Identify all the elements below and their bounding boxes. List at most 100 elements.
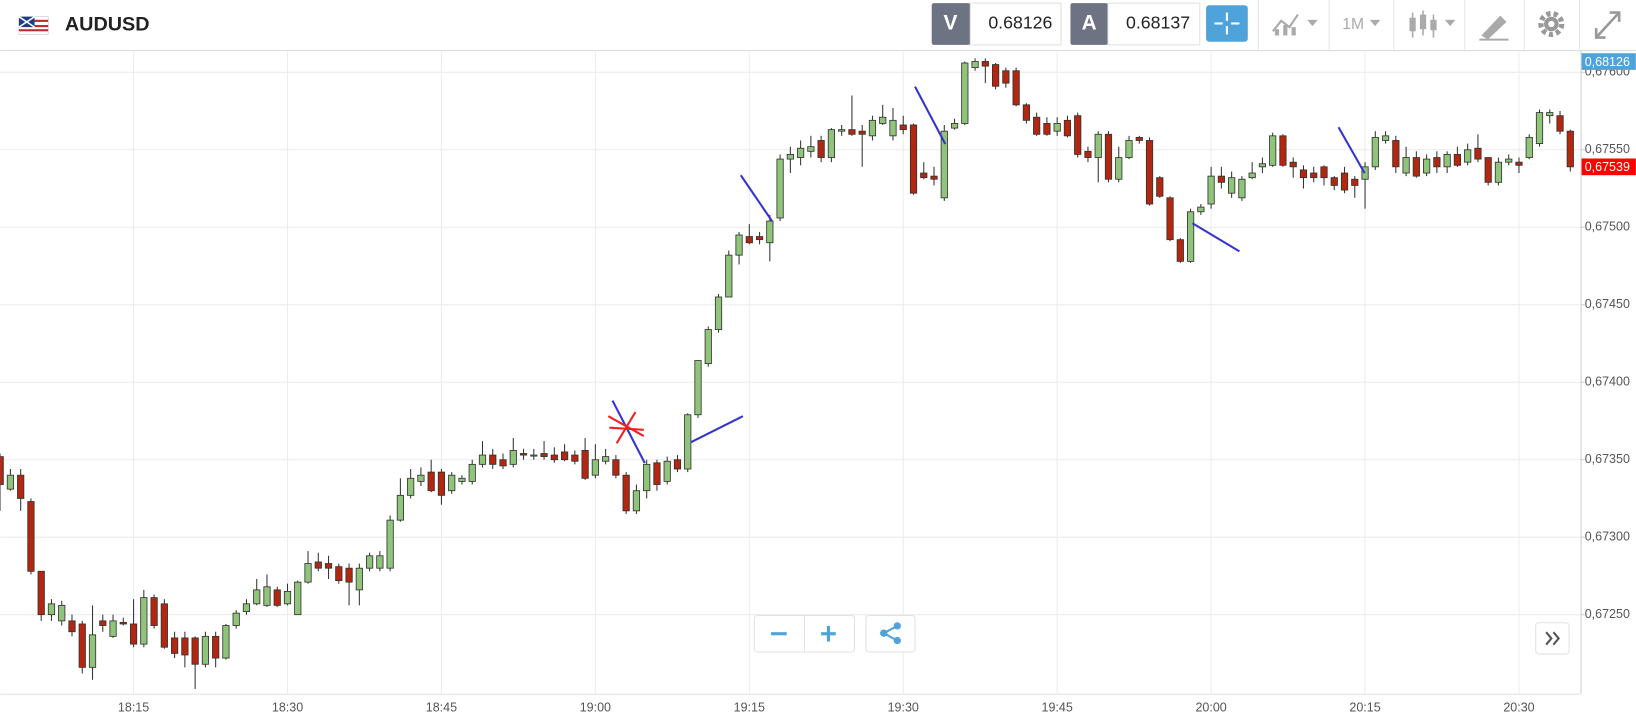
candle-body: [797, 147, 805, 158]
candle-body: [591, 459, 599, 476]
y-tick-label: 0,67400: [1585, 375, 1630, 389]
scroll-latest-button[interactable]: [1535, 622, 1570, 655]
candle-body: [930, 175, 938, 180]
header: [0, 0, 1636, 51]
settings-button[interactable]: [1538, 10, 1565, 38]
axes: 0,67250 0,67300 0,67350 0,67400 0,67450 0,675…: [118, 53, 1636, 715]
candle-body: [263, 586, 271, 606]
candle-body: [283, 591, 292, 605]
zoom-in[interactable]: [821, 625, 836, 642]
flag-icon: [18, 16, 49, 35]
annotations: [611, 86, 1366, 464]
candle-body: [663, 460, 671, 482]
indicators-button[interactable]: [1272, 14, 1318, 36]
sell-price-box[interactable]: [969, 2, 1062, 46]
candle-body: [304, 563, 312, 583]
candle-body: [99, 620, 107, 626]
candle-body: [17, 474, 25, 499]
candle-body: [417, 474, 425, 482]
candle-body: [1330, 177, 1338, 186]
buy-price[interactable]: 0.68137: [1126, 13, 1190, 33]
candle-body: [129, 623, 138, 645]
candle-body: [622, 474, 630, 512]
candle-body: [848, 129, 856, 135]
candle-body: [981, 61, 989, 67]
candle-body: [58, 604, 66, 622]
candle-body: [1371, 136, 1379, 168]
candle-body: [519, 453, 528, 456]
x-tick-label: 20:30: [1503, 701, 1534, 715]
x-tick-label: 19:00: [580, 701, 611, 715]
chart-type-button[interactable]: [1409, 10, 1456, 38]
candle-body: [581, 449, 589, 479]
buy-label[interactable]: A: [1082, 12, 1097, 35]
candle-body: [838, 129, 846, 132]
candle-body: [950, 123, 959, 129]
candle-body: [171, 637, 179, 654]
price-badge: [1581, 158, 1636, 176]
candle-body: [653, 462, 661, 485]
buy-price-box[interactable]: [1107, 2, 1201, 46]
candle-body: [889, 119, 897, 137]
candle-body: [109, 620, 117, 637]
candle-body: [1094, 133, 1102, 158]
sell-label[interactable]: V: [944, 12, 958, 35]
zoom-controls: [753, 614, 916, 653]
candle-body: [1310, 172, 1318, 179]
candle-body: [253, 589, 261, 605]
candle-body: [879, 116, 887, 124]
candle-body: [571, 454, 579, 462]
grid: [0, 52, 1581, 694]
candle-body: [550, 454, 558, 461]
y-tick-label: 0,67250: [1585, 607, 1630, 621]
draw-tool-button[interactable]: [1479, 15, 1509, 41]
candle-body: [1084, 150, 1092, 158]
timeframe[interactable]: 1M: [1342, 16, 1364, 33]
candle-body: [1299, 169, 1308, 179]
x-tick-label: 19:45: [1042, 701, 1073, 715]
candle-body: [1392, 140, 1400, 168]
fullscreen-button[interactable]: [1594, 11, 1621, 39]
candle-body: [212, 635, 220, 659]
candle-body: [232, 612, 240, 626]
crosshair-button[interactable]: [1206, 5, 1248, 42]
candle-body: [1279, 135, 1287, 166]
candle-body: [684, 414, 692, 470]
candle-body: [0, 456, 4, 485]
candle-body: [632, 490, 641, 512]
candle-body: [540, 453, 548, 458]
candle-body: [971, 61, 979, 69]
candle-body: [1423, 158, 1431, 174]
candle-body: [961, 62, 969, 124]
candle-body: [909, 124, 918, 194]
candle-body: [437, 471, 446, 496]
candle-body: [1464, 149, 1472, 163]
plot-area: [0, 58, 1574, 690]
x-tick-label: 18:45: [426, 701, 457, 715]
candle-body: [1484, 157, 1492, 183]
candle-body: [140, 597, 148, 645]
candle-body: [273, 589, 281, 606]
candle-body: [1166, 197, 1174, 241]
candle-body: [68, 620, 76, 633]
candle-body: [478, 454, 487, 465]
candle-body: [427, 471, 435, 492]
sell-price[interactable]: 0.68126: [988, 13, 1052, 33]
candle-body: [386, 519, 394, 569]
share-button[interactable]: [865, 614, 916, 653]
candle-body: [1412, 157, 1420, 177]
candle-body: [1361, 166, 1369, 180]
candle-body: [1002, 70, 1010, 84]
candle-body: [1566, 130, 1574, 168]
sell-button[interactable]: [931, 3, 971, 45]
candle-body: [745, 236, 753, 244]
candle-body: [1217, 175, 1225, 183]
candle-body: [47, 603, 56, 616]
timeframe-caret[interactable]: [1369, 19, 1381, 27]
candle-body: [396, 494, 404, 521]
candle-body: [776, 158, 784, 219]
buy-button[interactable]: [1070, 3, 1108, 45]
candle-body: [612, 459, 620, 476]
candle-body: [1505, 158, 1513, 163]
